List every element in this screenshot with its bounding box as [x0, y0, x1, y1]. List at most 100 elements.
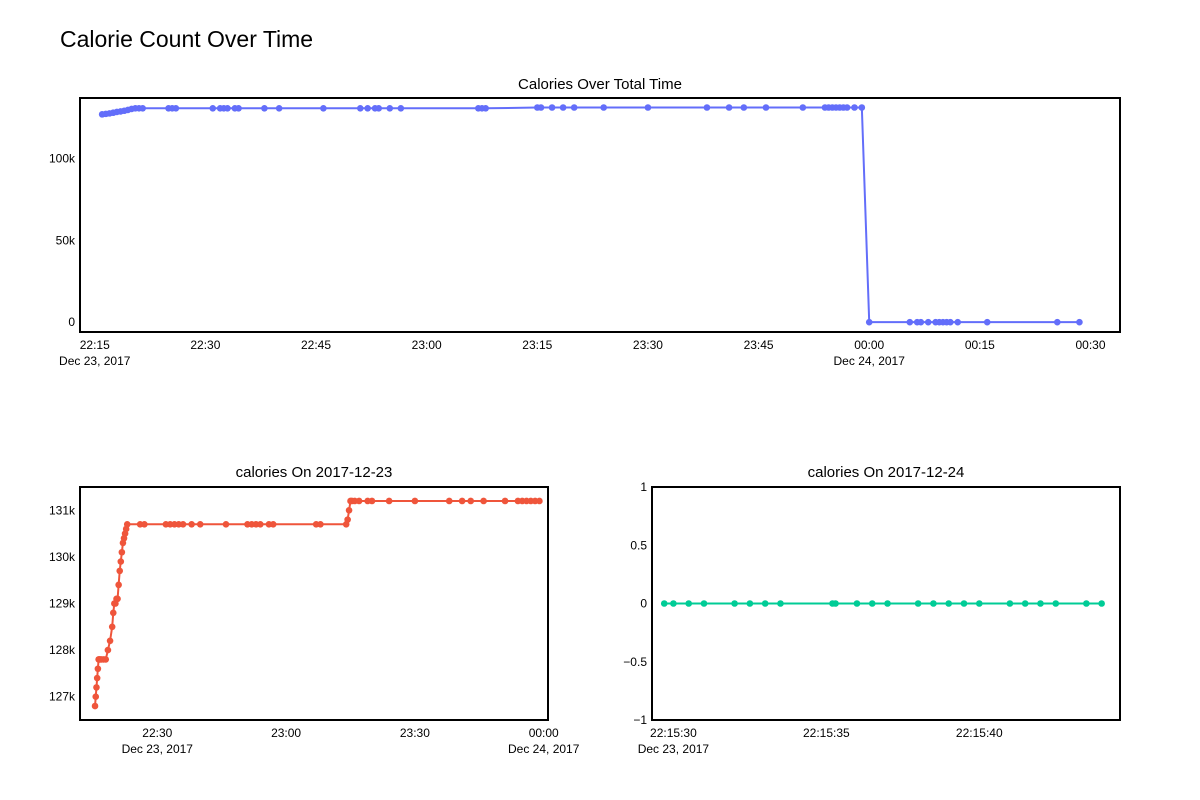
x-tick-label: 23:30 [400, 726, 430, 740]
data-point [868, 600, 876, 607]
data-point [685, 600, 693, 607]
data-point [914, 600, 922, 607]
data-point [884, 600, 891, 607]
data-point [209, 105, 217, 112]
data-point [983, 318, 991, 326]
x-tick-label: 00:15 [965, 338, 995, 352]
y-tick-label: 100k [49, 152, 76, 166]
data-point [1083, 600, 1090, 607]
x-tick-sublabel: Dec 24, 2017 [508, 742, 580, 756]
data-point [761, 600, 769, 607]
data-point [385, 497, 393, 505]
data-point [1098, 600, 1105, 607]
data-point [865, 318, 873, 326]
x-tick-sublabel: Dec 23, 2017 [638, 742, 710, 756]
data-point [858, 104, 866, 111]
data-point [172, 105, 180, 112]
data-point [537, 104, 545, 111]
y-tick-label: 0 [640, 597, 647, 611]
data-point [740, 104, 748, 111]
data-point [93, 684, 100, 691]
data-point [536, 497, 543, 505]
data-point [851, 104, 858, 111]
data-point [275, 105, 283, 112]
plot-frame [79, 486, 549, 721]
data-point [235, 105, 242, 112]
data-point [670, 600, 677, 607]
x-tick-sublabel: Dec 23, 2017 [122, 742, 194, 756]
y-tick-label: 127k [49, 690, 76, 704]
data-point [1052, 600, 1060, 607]
x-tick-label: 23:00 [412, 338, 442, 352]
data-point [843, 104, 851, 111]
data-point [108, 623, 116, 631]
data-point [368, 497, 376, 505]
data-point [600, 104, 607, 111]
y-tick-label: 50k [56, 233, 76, 247]
x-tick-label: 23:00 [271, 726, 301, 740]
data-point [320, 105, 327, 112]
data-point [799, 104, 807, 111]
data-point [906, 318, 914, 326]
plot-frame [651, 486, 1121, 721]
data-point [467, 497, 475, 505]
data-point [559, 104, 567, 111]
data-point [1037, 600, 1044, 607]
y-tick-label: 130k [49, 550, 76, 564]
data-point [114, 595, 121, 603]
data-point [746, 600, 754, 607]
data-point [644, 104, 652, 111]
series-line [101, 106, 1080, 324]
data-point [269, 520, 277, 528]
y-tick-label: −1 [633, 713, 647, 727]
series-line [94, 499, 540, 707]
x-tick-sublabel: Dec 24, 2017 [834, 354, 906, 368]
data-point [109, 609, 117, 617]
chart-title: calories On 2017-12-23 [236, 464, 393, 481]
data-point [345, 507, 353, 514]
data-point [93, 674, 101, 682]
y-tick-label: −0.5 [623, 655, 647, 669]
data-point [924, 318, 932, 326]
data-point [917, 318, 925, 326]
y-tick-label: 129k [49, 597, 76, 611]
x-tick-label: 22:45 [301, 338, 331, 352]
y-tick-label: 128k [49, 643, 76, 657]
data-point [355, 497, 363, 505]
data-point [115, 581, 122, 589]
x-tick-label: 23:30 [633, 338, 663, 352]
data-point [947, 318, 954, 326]
data-point [196, 520, 204, 528]
data-point [570, 104, 578, 111]
data-point [92, 693, 100, 700]
data-point [344, 516, 351, 523]
data-point [188, 520, 195, 528]
data-point [1021, 600, 1029, 607]
chart-title: Calories Over Total Time [518, 76, 682, 93]
data-point [445, 497, 453, 505]
chart-title: calories On 2017-12-24 [808, 464, 965, 481]
x-tick-label: 22:30 [142, 726, 172, 740]
data-point [375, 105, 383, 112]
data-point [397, 105, 405, 112]
data-point [548, 104, 556, 111]
chart-day1: calories On 2017-12-23 127k 128k 129k 130k 13… [49, 464, 580, 756]
data-point [141, 520, 148, 528]
data-point [777, 600, 784, 607]
data-point [118, 548, 126, 556]
data-point [731, 600, 738, 607]
x-tick-label: 00:00 [529, 726, 559, 740]
data-point [458, 497, 466, 505]
data-point [117, 558, 125, 565]
data-point [116, 567, 124, 575]
data-point [317, 520, 324, 528]
data-point [960, 600, 968, 607]
data-point [480, 497, 487, 505]
data-point [356, 105, 364, 112]
x-tick-label: 22:15 [80, 338, 110, 352]
data-point [139, 105, 146, 112]
data-point [1006, 600, 1014, 607]
data-point [91, 702, 99, 710]
data-point [104, 646, 112, 654]
data-point [222, 520, 230, 528]
